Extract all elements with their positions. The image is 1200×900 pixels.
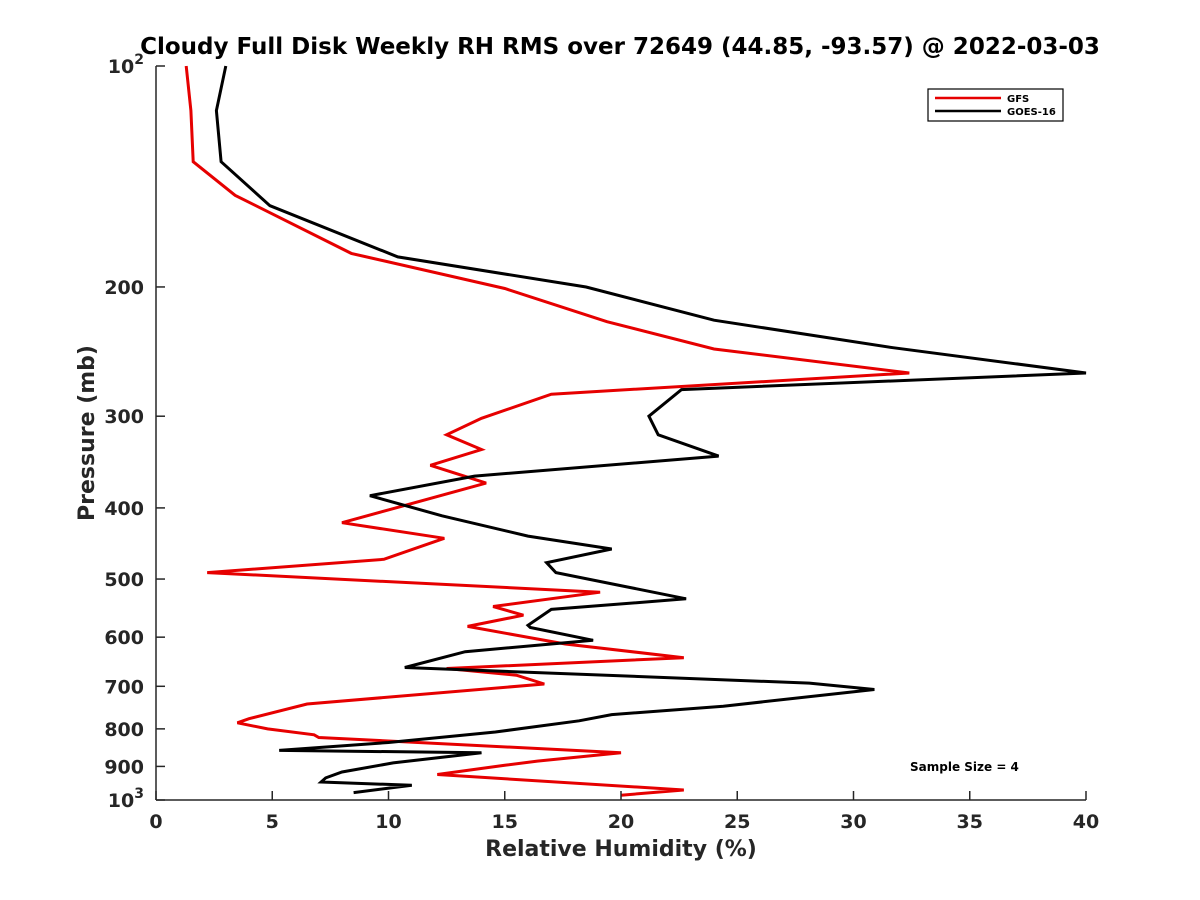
x-tick-label: 0 — [149, 811, 162, 833]
x-tick-label: 15 — [492, 811, 518, 833]
x-tick-label: 10 — [375, 811, 401, 833]
legend: GFS GOES-16 — [927, 88, 1064, 122]
y-tick-label: 102 — [108, 52, 144, 78]
y-tick-label: 800 — [104, 719, 144, 741]
y-tick-label: 400 — [104, 498, 144, 520]
plot-area — [156, 66, 1086, 800]
series-line-goes16 — [214, 65, 1087, 795]
y-tick-label: 900 — [104, 756, 144, 778]
legend-label-goes16: GOES-16 — [1007, 107, 1056, 118]
y-tick-label: 103 — [108, 786, 144, 812]
y-tick-label: 700 — [104, 676, 144, 698]
legend-box — [927, 88, 1064, 122]
y-tick-label: 500 — [104, 569, 144, 591]
series-line-gfs — [184, 65, 910, 797]
x-tick-label: 20 — [608, 811, 634, 833]
x-tick-label: 5 — [266, 811, 279, 833]
x-axis-label: Relative Humidity (%) — [485, 837, 757, 862]
chart-title: Cloudy Full Disk Weekly RH RMS over 7264… — [140, 34, 1100, 60]
y-tick-label: 300 — [104, 406, 144, 428]
y-tick-label: 200 — [104, 277, 144, 299]
y-ticks: 102 200 300 400 500 600 700 800 900 103 — [104, 52, 165, 812]
x-tick-label: 40 — [1073, 811, 1099, 833]
x-tick-label: 35 — [957, 811, 983, 833]
x-tick-label: 30 — [840, 811, 866, 833]
series-layer — [184, 65, 1087, 797]
x-ticks: 0 5 10 15 20 25 30 35 40 — [149, 791, 1099, 833]
y-tick-label: 600 — [104, 627, 144, 649]
y-axis-label: Pressure (mb) — [75, 345, 100, 521]
sample-size-annotation: Sample Size = 4 — [910, 760, 1019, 774]
legend-label-gfs: GFS — [1007, 94, 1029, 105]
x-tick-label: 25 — [724, 811, 750, 833]
